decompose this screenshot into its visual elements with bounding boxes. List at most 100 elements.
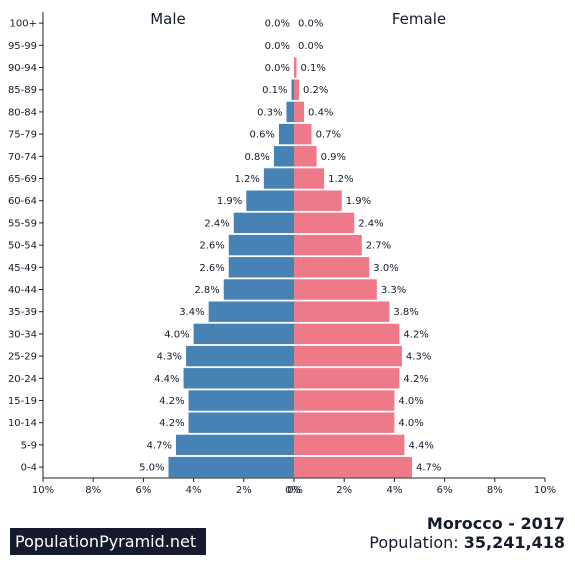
age-group-label: 10-14 <box>8 418 37 429</box>
male-bar <box>188 412 294 433</box>
male-value-label: 2.8% <box>194 285 219 296</box>
female-value-label: 0.1% <box>301 63 326 74</box>
female-bar <box>294 234 362 256</box>
age-group-label: 45-49 <box>8 263 37 274</box>
male-value-label: 4.0% <box>164 329 189 340</box>
male-value-label: 4.2% <box>159 418 184 429</box>
male-value-label: 4.3% <box>157 352 182 363</box>
male-bar <box>286 101 294 123</box>
age-group-label: 50-54 <box>8 241 37 252</box>
female-value-label: 3.3% <box>381 285 406 296</box>
male-bar <box>193 323 294 345</box>
male-value-label: 4.2% <box>159 396 184 407</box>
female-value-label: 0.7% <box>316 130 341 141</box>
female-value-label: 4.3% <box>406 352 431 363</box>
female-value-label: 0.4% <box>308 107 333 118</box>
male-bar <box>168 456 294 478</box>
male-bar <box>273 146 294 167</box>
male-value-label: 3.4% <box>179 307 204 318</box>
male-bar <box>246 190 294 211</box>
age-group-label: 0-4 <box>21 463 37 474</box>
female-bar <box>294 123 312 145</box>
male-value-label: 4.7% <box>147 440 172 451</box>
brand-logo[interactable]: PopulationPyramid.net <box>10 528 206 555</box>
female-value-label: 2.4% <box>358 218 383 229</box>
female-bar <box>294 368 400 389</box>
female-bar <box>294 79 300 100</box>
male-bar <box>233 212 294 234</box>
female-value-label: 4.2% <box>403 329 428 340</box>
male-value-label: 0.6% <box>250 130 275 141</box>
age-group-label: 95-99 <box>8 41 37 52</box>
country-year-title: Morocco - 2017 <box>426 514 565 533</box>
female-value-label: 0.9% <box>321 152 346 163</box>
male-value-label: 0.1% <box>262 85 287 96</box>
female-series-title: Female <box>392 10 446 28</box>
male-bar <box>228 257 294 278</box>
male-bar <box>208 301 294 322</box>
female-bar <box>294 57 297 78</box>
age-group-label: 35-39 <box>8 307 37 318</box>
male-value-label: 0.0% <box>265 41 290 52</box>
population-label: Population: <box>369 533 464 552</box>
female-value-label: 4.0% <box>398 418 423 429</box>
population-value: 35,241,418 <box>463 533 565 552</box>
female-value-label: 1.2% <box>328 174 353 185</box>
female-value-label: 3.8% <box>393 307 418 318</box>
female-value-label: 4.4% <box>408 440 433 451</box>
male-value-label: 2.4% <box>204 218 229 229</box>
female-bar <box>294 390 395 411</box>
male-bar <box>223 279 294 300</box>
age-group-label: 100+ <box>10 19 37 30</box>
male-value-label: 1.2% <box>234 174 259 185</box>
x-tick-label: 2% <box>236 485 252 496</box>
male-bar <box>183 368 294 389</box>
female-bar <box>294 345 402 367</box>
age-group-label: 70-74 <box>8 152 37 163</box>
female-bar <box>294 323 400 345</box>
male-value-label: 0.0% <box>265 63 290 74</box>
male-value-label: 0.0% <box>265 19 290 30</box>
male-value-label: 1.9% <box>217 196 242 207</box>
female-value-label: 4.7% <box>416 463 441 474</box>
female-bar <box>294 301 390 322</box>
male-bar <box>176 434 294 456</box>
x-tick-label: 4% <box>386 485 402 496</box>
age-group-label: 15-19 <box>8 396 37 407</box>
female-bar <box>294 212 355 234</box>
x-tick-label: 0% <box>285 485 301 496</box>
female-value-label: 3.0% <box>373 263 398 274</box>
male-bar <box>188 390 294 411</box>
male-series-title: Male <box>150 10 186 28</box>
female-bar <box>294 168 325 189</box>
male-value-label: 2.6% <box>199 263 224 274</box>
female-value-label: 0.2% <box>303 85 328 96</box>
x-tick-label: 8% <box>487 485 503 496</box>
age-group-label: 65-69 <box>8 174 37 185</box>
age-group-label: 5-9 <box>21 440 37 451</box>
male-bar <box>263 168 294 189</box>
female-value-label: 2.7% <box>366 241 391 252</box>
male-bar <box>228 234 294 256</box>
x-tick-label: 10% <box>534 485 556 496</box>
female-bar <box>294 456 412 478</box>
female-value-label: 0.0% <box>298 19 323 30</box>
male-value-label: 0.8% <box>245 152 270 163</box>
age-group-label: 80-84 <box>8 107 37 118</box>
population-total: Population: 35,241,418 <box>369 533 565 552</box>
male-value-label: 0.3% <box>257 107 282 118</box>
female-bar <box>294 257 370 278</box>
age-group-label: 55-59 <box>8 218 37 229</box>
x-tick-label: 0% <box>287 485 303 496</box>
female-bar <box>294 101 305 123</box>
female-bar <box>294 146 317 167</box>
male-value-label: 5.0% <box>139 463 164 474</box>
male-value-label: 2.6% <box>199 241 224 252</box>
x-tick-label: 2% <box>336 485 352 496</box>
x-tick-label: 6% <box>135 485 151 496</box>
female-bar <box>294 190 342 211</box>
age-group-label: 20-24 <box>8 374 37 385</box>
x-tick-label: 6% <box>437 485 453 496</box>
age-group-label: 25-29 <box>8 352 37 363</box>
x-tick-label: 10% <box>32 485 54 496</box>
